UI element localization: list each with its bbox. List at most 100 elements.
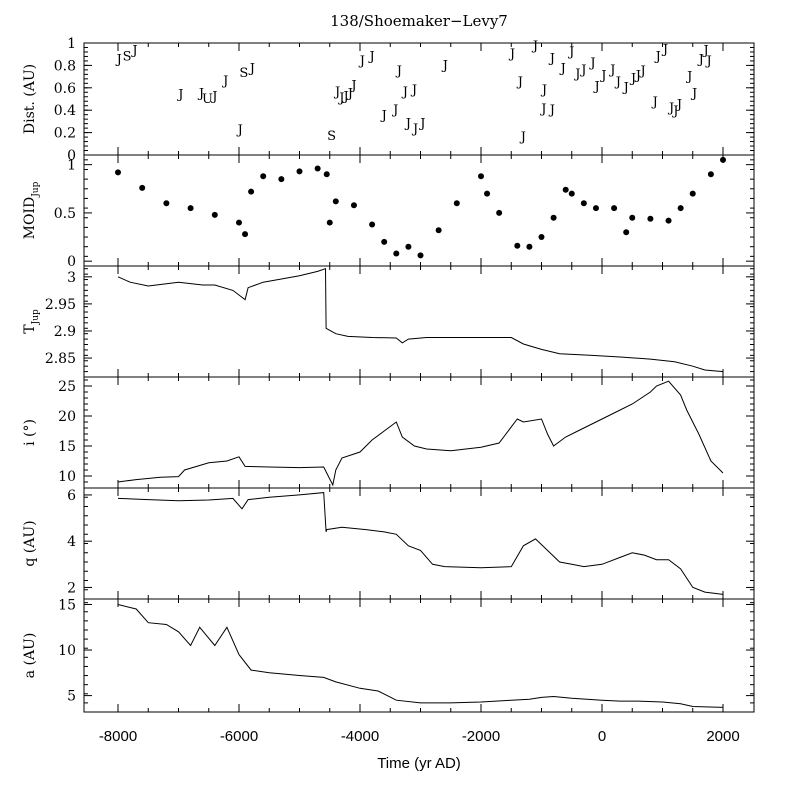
data-point-moid	[496, 209, 503, 216]
data-point-moid	[562, 186, 569, 193]
x-axis-label: Time (yr AD)	[377, 755, 461, 772]
y-tick-label-incl: 10	[58, 469, 76, 485]
data-point-moid	[526, 243, 533, 250]
encounter-marker: J	[210, 90, 217, 105]
encounter-marker: J	[391, 103, 398, 118]
y-tick-label-dist: 0.2	[54, 126, 76, 142]
data-point-moid	[453, 200, 460, 207]
data-point-moid	[278, 176, 285, 183]
panel-incl: 10 15 20 25 i (°)	[22, 376, 755, 489]
y-tick-label-moid: 0.5	[54, 206, 76, 222]
encounter-marker: J	[559, 62, 566, 77]
data-point-moid	[707, 171, 714, 178]
data-point-moid	[592, 205, 599, 212]
encounter-marker: J	[115, 53, 122, 68]
y-tick-label-q: 4	[67, 534, 76, 550]
data-point-moid	[677, 205, 684, 212]
data-point-moid	[550, 214, 557, 221]
data-point-moid	[623, 229, 630, 236]
y-tick-label-tjup: 3	[67, 270, 76, 286]
encounter-marker: J	[675, 97, 682, 112]
series-line-tjup	[117, 268, 724, 373]
encounter-marker: J	[593, 80, 600, 95]
y-tick-label-q: 2	[67, 580, 76, 596]
data-point-moid	[647, 215, 654, 222]
encounter-marker: J	[395, 64, 402, 79]
encounter-marker: J	[671, 104, 678, 119]
encounter-marker: J	[622, 81, 629, 96]
encounter-marker: S	[239, 66, 248, 81]
x-tick-label: -4000	[341, 728, 379, 745]
encounter-marker: J	[358, 54, 365, 69]
y-tick-label-incl: 25	[58, 379, 76, 395]
data-point-moid	[665, 217, 672, 224]
y-axis-label-tjup: TJup	[22, 309, 41, 334]
panel-frame-a	[83, 598, 755, 713]
data-point-moid	[296, 168, 303, 175]
panel-q: 2 4 6 q (AU)	[22, 487, 755, 600]
x-tick-label: 0	[598, 728, 606, 745]
data-point-moid	[514, 242, 521, 249]
y-tick-label-a: 15	[58, 597, 76, 613]
encounter-marker: J	[599, 68, 606, 83]
series-line-a	[117, 604, 724, 708]
data-point-moid	[326, 219, 333, 226]
encounter-marker: J	[404, 117, 411, 132]
y-axis-label-subscript-tjup: Jup	[31, 309, 41, 325]
series-line-incl	[117, 380, 724, 487]
data-point-moid	[478, 173, 484, 180]
encounter-marker: J	[333, 85, 340, 100]
encounter-marker: J	[661, 43, 668, 58]
y-tick-label-a: 10	[58, 643, 76, 659]
data-point-moid	[611, 205, 618, 212]
data-point-moid	[435, 227, 442, 234]
encounter-marker: J	[337, 91, 344, 106]
data-point-moid	[568, 190, 575, 197]
data-point-moid	[405, 243, 412, 250]
y-tick-label-a: 5	[67, 689, 76, 705]
x-tick-label: -6000	[220, 728, 258, 745]
y-tick-label-q: 6	[67, 488, 76, 504]
y-axis-label-subscript-moid: Jup	[31, 181, 41, 197]
y-axis-label-moid: MOIDJup	[22, 181, 41, 239]
encounter-marker: J	[197, 86, 204, 101]
encounter-marker: J	[410, 83, 417, 98]
chart-title: 138/Shoemaker−Levy7	[330, 12, 508, 30]
encounter-marker: J	[221, 74, 228, 89]
encounter-marker: J	[236, 123, 243, 138]
encounter-marker: J	[539, 102, 546, 117]
x-tick-label: -2000	[462, 728, 500, 745]
encounter-marker: S	[123, 49, 132, 64]
data-point-moid	[115, 169, 121, 176]
x-tick-label: -8000	[99, 728, 137, 745]
data-point-moid	[248, 188, 255, 195]
encounter-marker: J	[639, 64, 646, 79]
encounter-marker: J	[380, 109, 387, 124]
data-point-moid	[417, 252, 424, 259]
data-point-moid	[242, 231, 249, 238]
series-line-q	[117, 492, 724, 595]
data-point-moid	[393, 250, 400, 257]
panel-frame-incl	[83, 376, 755, 489]
data-point-moid	[332, 198, 339, 205]
encounter-marker: J	[548, 103, 555, 118]
encounter-marker: J	[614, 75, 621, 90]
data-point-moid	[720, 156, 726, 163]
encounter-marker: J	[690, 86, 697, 101]
encounter-marker: J	[341, 90, 348, 105]
encounter-marker: J	[701, 44, 708, 59]
encounter-marker: J	[588, 56, 595, 71]
data-point-moid	[381, 238, 388, 245]
encounter-marker: J	[516, 75, 523, 90]
panel-frame-q	[83, 487, 755, 600]
y-tick-label-moid: 1	[67, 158, 76, 174]
panel-frame-moid	[83, 154, 755, 267]
encounter-marker: J	[579, 63, 586, 78]
encounter-marker: J	[401, 85, 408, 100]
panel-a: 5 10 15 a (AU)	[22, 597, 755, 713]
y-axis-label-dist: Dist. (AU)	[22, 64, 38, 134]
y-tick-label-tjup: 2.95	[45, 297, 76, 313]
y-axis-label-incl: i (°)	[22, 419, 38, 446]
